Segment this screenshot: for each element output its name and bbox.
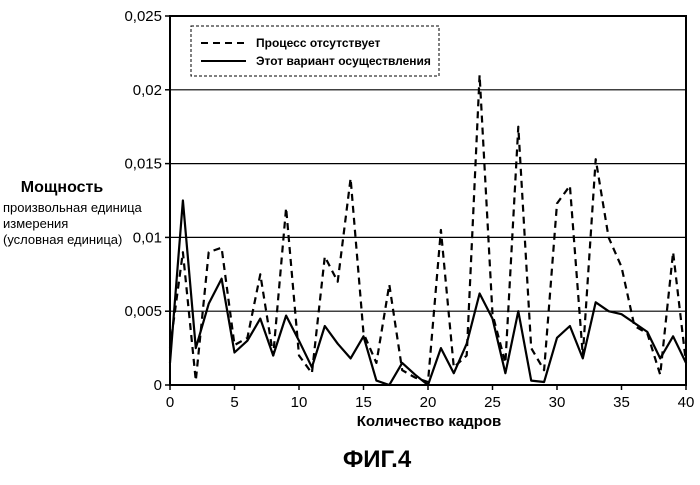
y-axis-sublabel-line-3: (условная единица) xyxy=(3,232,122,247)
figure-caption: ФИГ.4 xyxy=(343,446,412,473)
xtick-label-7: 35 xyxy=(613,394,630,411)
ytick-label-4: 0,02 xyxy=(133,82,162,99)
xtick-label-1: 5 xyxy=(230,394,238,411)
series-line-embodiment xyxy=(168,199,687,387)
series-lines xyxy=(168,73,688,387)
ytick-label-5: 0,025 xyxy=(124,8,162,25)
y-axis-sublabel-line-2: измерения xyxy=(3,216,68,231)
xtick-label-8: 40 xyxy=(678,394,695,411)
ytick-label-0: 0 xyxy=(154,377,162,394)
legend-label-embodiment: Этот вариант осуществления xyxy=(256,54,431,68)
y-axis-label: Мощность xyxy=(21,179,104,196)
y-axis-title: Мощность произвольная единица измерения … xyxy=(3,179,143,247)
xtick-label-0: 0 xyxy=(166,394,174,411)
y-axis-sublabel-line-1: произвольная единица xyxy=(3,200,143,215)
ytick-label-3: 0,015 xyxy=(124,156,162,173)
ytick-label-2: 0,01 xyxy=(133,229,162,246)
xtick-label-3: 15 xyxy=(355,394,372,411)
x-ticks: 0 5 10 15 20 25 30 35 40 xyxy=(166,385,695,411)
legend: Процесс отсутствует Этот вариант осущест… xyxy=(190,25,440,77)
y-ticks: 0 0,005 0,01 0,015 0,02 0,025 xyxy=(124,8,170,394)
xtick-label-2: 10 xyxy=(291,394,308,411)
x-axis-label: Количество кадров xyxy=(357,413,502,430)
grid-lines xyxy=(170,89,686,312)
xtick-label-5: 25 xyxy=(484,394,501,411)
legend-label-no-process: Процесс отсутствует xyxy=(256,36,380,50)
xtick-label-6: 30 xyxy=(549,394,566,411)
xtick-label-4: 20 xyxy=(420,394,437,411)
series-line-no-process xyxy=(168,73,688,384)
ytick-label-1: 0,005 xyxy=(124,303,162,320)
legend-box xyxy=(190,25,440,77)
